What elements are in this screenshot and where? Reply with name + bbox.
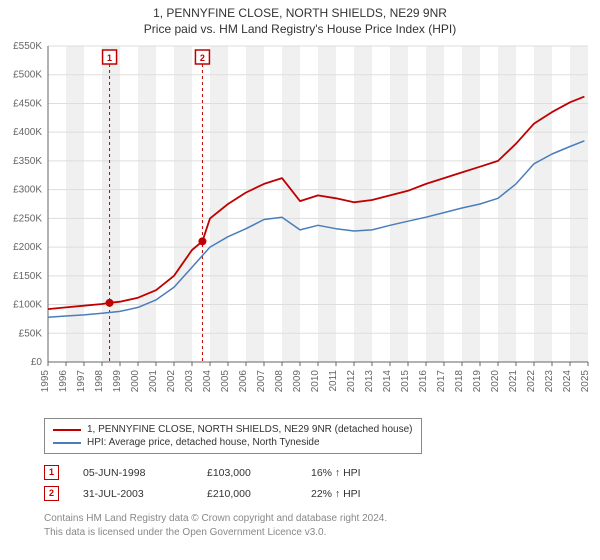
svg-text:2008: 2008: [274, 370, 285, 393]
legend-swatch: [53, 429, 81, 431]
svg-text:2000: 2000: [130, 370, 141, 393]
title-line2: Price paid vs. HM Land Registry's House …: [0, 22, 600, 36]
svg-text:2019: 2019: [472, 370, 483, 393]
sale-delta: 22% ↑ HPI: [311, 488, 391, 500]
svg-text:2001: 2001: [148, 370, 159, 393]
svg-text:2021: 2021: [508, 370, 519, 393]
footer: Contains HM Land Registry data © Crown c…: [44, 512, 387, 539]
svg-text:2022: 2022: [526, 370, 537, 393]
svg-text:2014: 2014: [382, 370, 393, 393]
svg-text:£100K: £100K: [13, 300, 42, 311]
svg-text:1995: 1995: [40, 370, 51, 393]
svg-text:£500K: £500K: [13, 70, 42, 81]
sale-marker: 1: [44, 465, 59, 480]
svg-text:2016: 2016: [418, 370, 429, 393]
svg-text:2007: 2007: [256, 370, 267, 393]
chart: £0 £50K £100K £150K £200K £250K £300K £350K £400…: [0, 42, 600, 412]
sale-row: 1 05-JUN-1998 £103,000 16% ↑ HPI: [44, 462, 391, 483]
legend-label: 1, PENNYFINE CLOSE, NORTH SHIELDS, NE29 …: [87, 424, 413, 435]
title-block: 1, PENNYFINE CLOSE, NORTH SHIELDS, NE29 …: [0, 0, 600, 36]
sale-date: 05-JUN-1998: [83, 467, 183, 479]
footer-line1: Contains HM Land Registry data © Crown c…: [44, 512, 387, 526]
svg-text:2025: 2025: [580, 370, 591, 393]
svg-text:2009: 2009: [292, 370, 303, 393]
legend-item: HPI: Average price, detached house, Nort…: [53, 436, 413, 449]
legend-swatch: [53, 442, 81, 444]
svg-text:2003: 2003: [184, 370, 195, 393]
svg-text:£0: £0: [31, 357, 43, 368]
svg-text:£400K: £400K: [13, 127, 42, 138]
sales-list: 1 05-JUN-1998 £103,000 16% ↑ HPI 2 31-JU…: [44, 462, 391, 504]
sale-marker: 2: [44, 486, 59, 501]
svg-text:2020: 2020: [490, 370, 501, 393]
svg-text:£50K: £50K: [19, 328, 43, 339]
svg-text:£550K: £550K: [13, 42, 42, 52]
svg-text:£300K: £300K: [13, 185, 42, 196]
svg-text:2015: 2015: [400, 370, 411, 393]
footer-line2: This data is licensed under the Open Gov…: [44, 526, 387, 540]
sale-date: 31-JUL-2003: [83, 488, 183, 500]
sale-price: £210,000: [207, 488, 287, 500]
legend: 1, PENNYFINE CLOSE, NORTH SHIELDS, NE29 …: [44, 418, 422, 454]
svg-text:2005: 2005: [220, 370, 231, 393]
svg-text:2024: 2024: [562, 370, 573, 393]
svg-text:£450K: £450K: [13, 98, 42, 109]
svg-text:2023: 2023: [544, 370, 555, 393]
svg-text:2002: 2002: [166, 370, 177, 393]
svg-text:1997: 1997: [76, 370, 87, 393]
svg-text:£200K: £200K: [13, 242, 42, 253]
svg-text:2018: 2018: [454, 370, 465, 393]
svg-text:£350K: £350K: [13, 156, 42, 167]
svg-text:2013: 2013: [364, 370, 375, 393]
title-line1: 1, PENNYFINE CLOSE, NORTH SHIELDS, NE29 …: [0, 6, 600, 20]
svg-text:2017: 2017: [436, 370, 447, 393]
svg-text:2004: 2004: [202, 370, 213, 393]
chart-svg: £0 £50K £100K £150K £200K £250K £300K £350K £400…: [0, 42, 600, 412]
svg-text:2010: 2010: [310, 370, 321, 393]
sale-row: 2 31-JUL-2003 £210,000 22% ↑ HPI: [44, 483, 391, 504]
svg-text:1998: 1998: [94, 370, 105, 393]
svg-text:1: 1: [107, 53, 112, 63]
svg-text:2012: 2012: [346, 370, 357, 393]
svg-text:2006: 2006: [238, 370, 249, 393]
svg-text:2: 2: [200, 53, 205, 63]
svg-text:£150K: £150K: [13, 271, 42, 282]
legend-item: 1, PENNYFINE CLOSE, NORTH SHIELDS, NE29 …: [53, 423, 413, 436]
svg-text:1999: 1999: [112, 370, 123, 393]
legend-label: HPI: Average price, detached house, Nort…: [87, 437, 320, 448]
sale-price: £103,000: [207, 467, 287, 479]
svg-text:£250K: £250K: [13, 213, 42, 224]
svg-text:2011: 2011: [328, 370, 339, 392]
svg-text:1996: 1996: [58, 370, 69, 393]
sale-delta: 16% ↑ HPI: [311, 467, 391, 479]
